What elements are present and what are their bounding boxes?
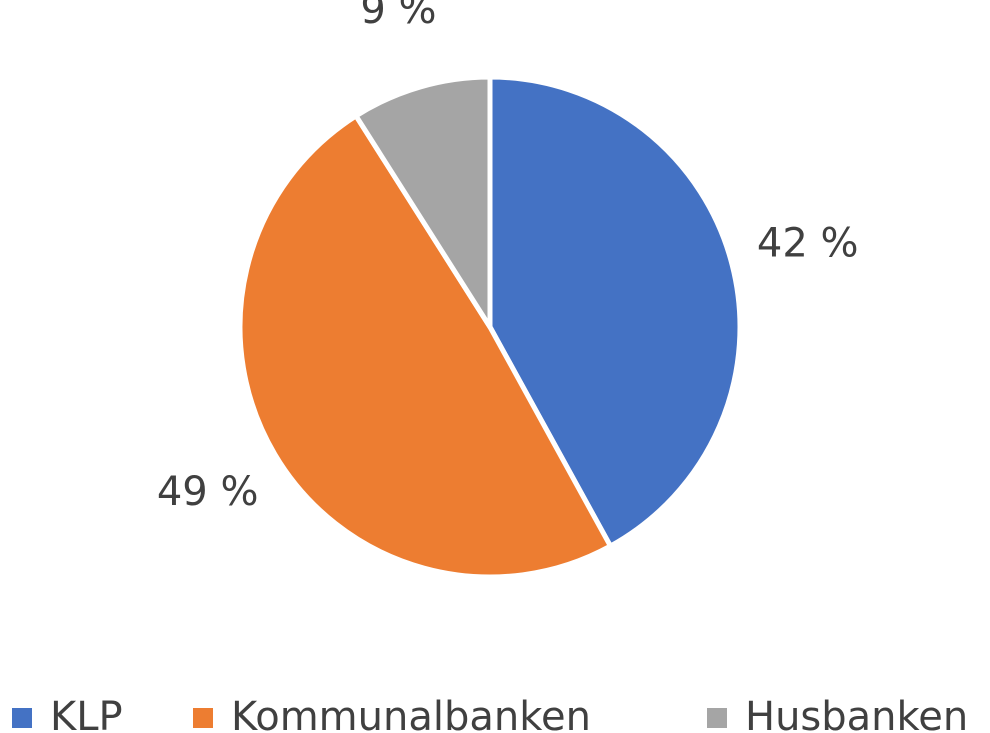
pie-slice (487, 74, 743, 549)
legend-label: Husbanken (745, 694, 968, 733)
data-label: 9 % (360, 0, 436, 33)
legend-swatch (707, 708, 727, 728)
legend-label: KLP (50, 694, 123, 733)
legend-swatch (12, 708, 32, 728)
data-label: 49 % (157, 469, 259, 515)
pie-slice (353, 74, 493, 330)
data-label: 42 % (757, 220, 859, 266)
pie-slice (237, 113, 613, 580)
legend-label: Kommunalbanken (231, 694, 591, 733)
legend-swatch (193, 708, 213, 728)
